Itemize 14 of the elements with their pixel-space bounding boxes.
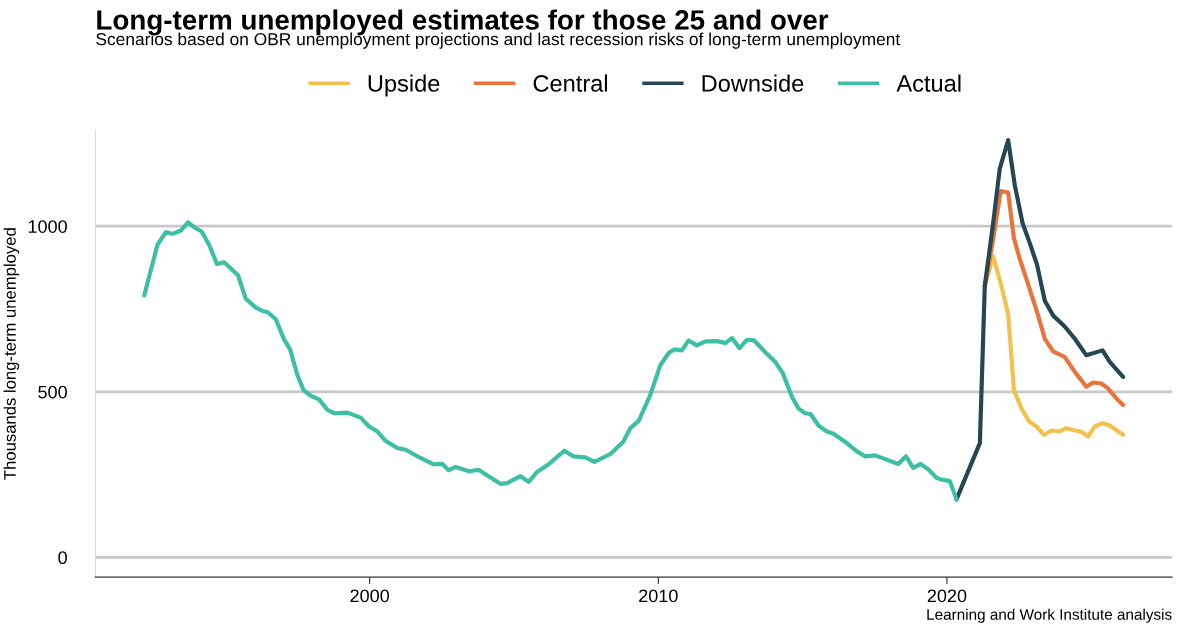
- x-tick-label: 2020: [927, 589, 967, 603]
- legend-label: Upside: [368, 74, 440, 97]
- legend-label: Actual: [896, 74, 961, 92]
- y-tick-label: 0: [58, 551, 67, 565]
- line-series: [142, 220, 959, 502]
- y-axis-title: Thousands long-term unemployed: [3, 228, 20, 480]
- x-tick-label: 2010: [639, 589, 678, 603]
- y-tick-label: 500: [38, 385, 67, 399]
- legend-label: Downside: [702, 74, 804, 92]
- line-series: [954, 138, 1126, 502]
- x-tick-label: 2000: [350, 589, 390, 603]
- legend-label: Central: [533, 74, 607, 92]
- y-tick-label: 1000: [28, 220, 67, 233]
- text: Learning and Work Institute analysis: [927, 608, 1172, 623]
